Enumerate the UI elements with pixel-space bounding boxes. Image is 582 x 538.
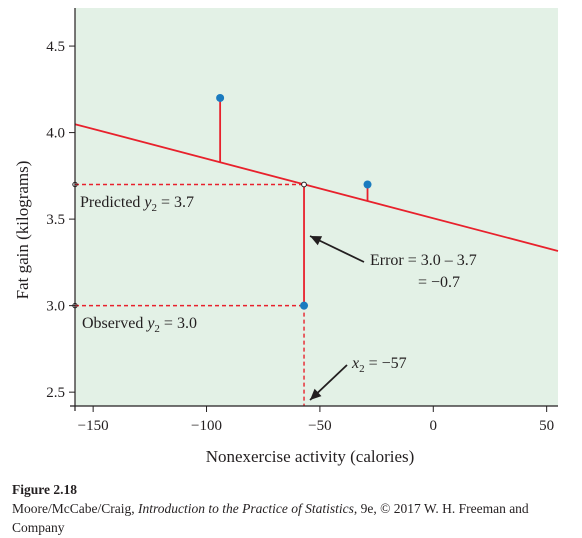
x2-label: x2 = −57: [351, 355, 407, 375]
x-axis-title: Nonexercise activity (calories): [206, 447, 415, 466]
x-tick-label: 50: [539, 418, 554, 434]
x2-arrow: [309, 364, 348, 401]
y-tick-label: 2.5: [46, 385, 65, 401]
y-tick-label: 3.0: [46, 299, 65, 315]
x-tick-label: 0: [430, 418, 438, 434]
figure-credit: Moore/McCabe/Craig, Introduction to the …: [12, 501, 529, 535]
error-arrow: [309, 235, 365, 263]
x-tick-label: −50: [308, 418, 331, 434]
error-label-line2: = −0.7: [418, 274, 460, 291]
figure-caption: Figure 2.18 Moore/McCabe/Craig, Introduc…: [12, 480, 572, 537]
y-tick-label: 3.5: [46, 212, 65, 228]
annotation-arrows: [309, 235, 365, 401]
observed-label: Observed y2 = 3.0: [82, 315, 197, 335]
y-axis-title: Fat gain (kilograms): [13, 161, 32, 300]
error-label-line1: Error = 3.0 – 3.7: [370, 252, 477, 269]
book-title: Introduction to the Practice of Statisti…: [137, 501, 354, 516]
x-tick-label: −100: [191, 418, 222, 434]
y-tick-label: 4.0: [46, 126, 65, 142]
data-points: [216, 93, 372, 310]
reference-lines: [72, 181, 305, 406]
regression-line: [74, 123, 559, 252]
y-axis-ticks: 2.5 3.0 3.5 4.0 4.5: [46, 39, 75, 401]
data-point: [300, 301, 309, 310]
axes: [70, 8, 558, 411]
y-tick-label: 4.5: [46, 39, 65, 55]
x-axis-ticks: −150 −100 −50 0 50: [78, 406, 554, 434]
data-point: [363, 180, 372, 189]
predicted-label: Predicted y2 = 3.7: [80, 194, 194, 214]
scatter-chart: −150 −100 −50 0 50 2.5 3.0 3.5 4.0 4.5 Nonexerci…: [13, 8, 559, 466]
figure-label: Figure 2.18: [12, 482, 77, 497]
x-tick-label: −150: [78, 418, 109, 434]
plot-background: [75, 8, 558, 406]
data-point: [216, 93, 225, 102]
predicted-point-marker: [301, 181, 307, 188]
